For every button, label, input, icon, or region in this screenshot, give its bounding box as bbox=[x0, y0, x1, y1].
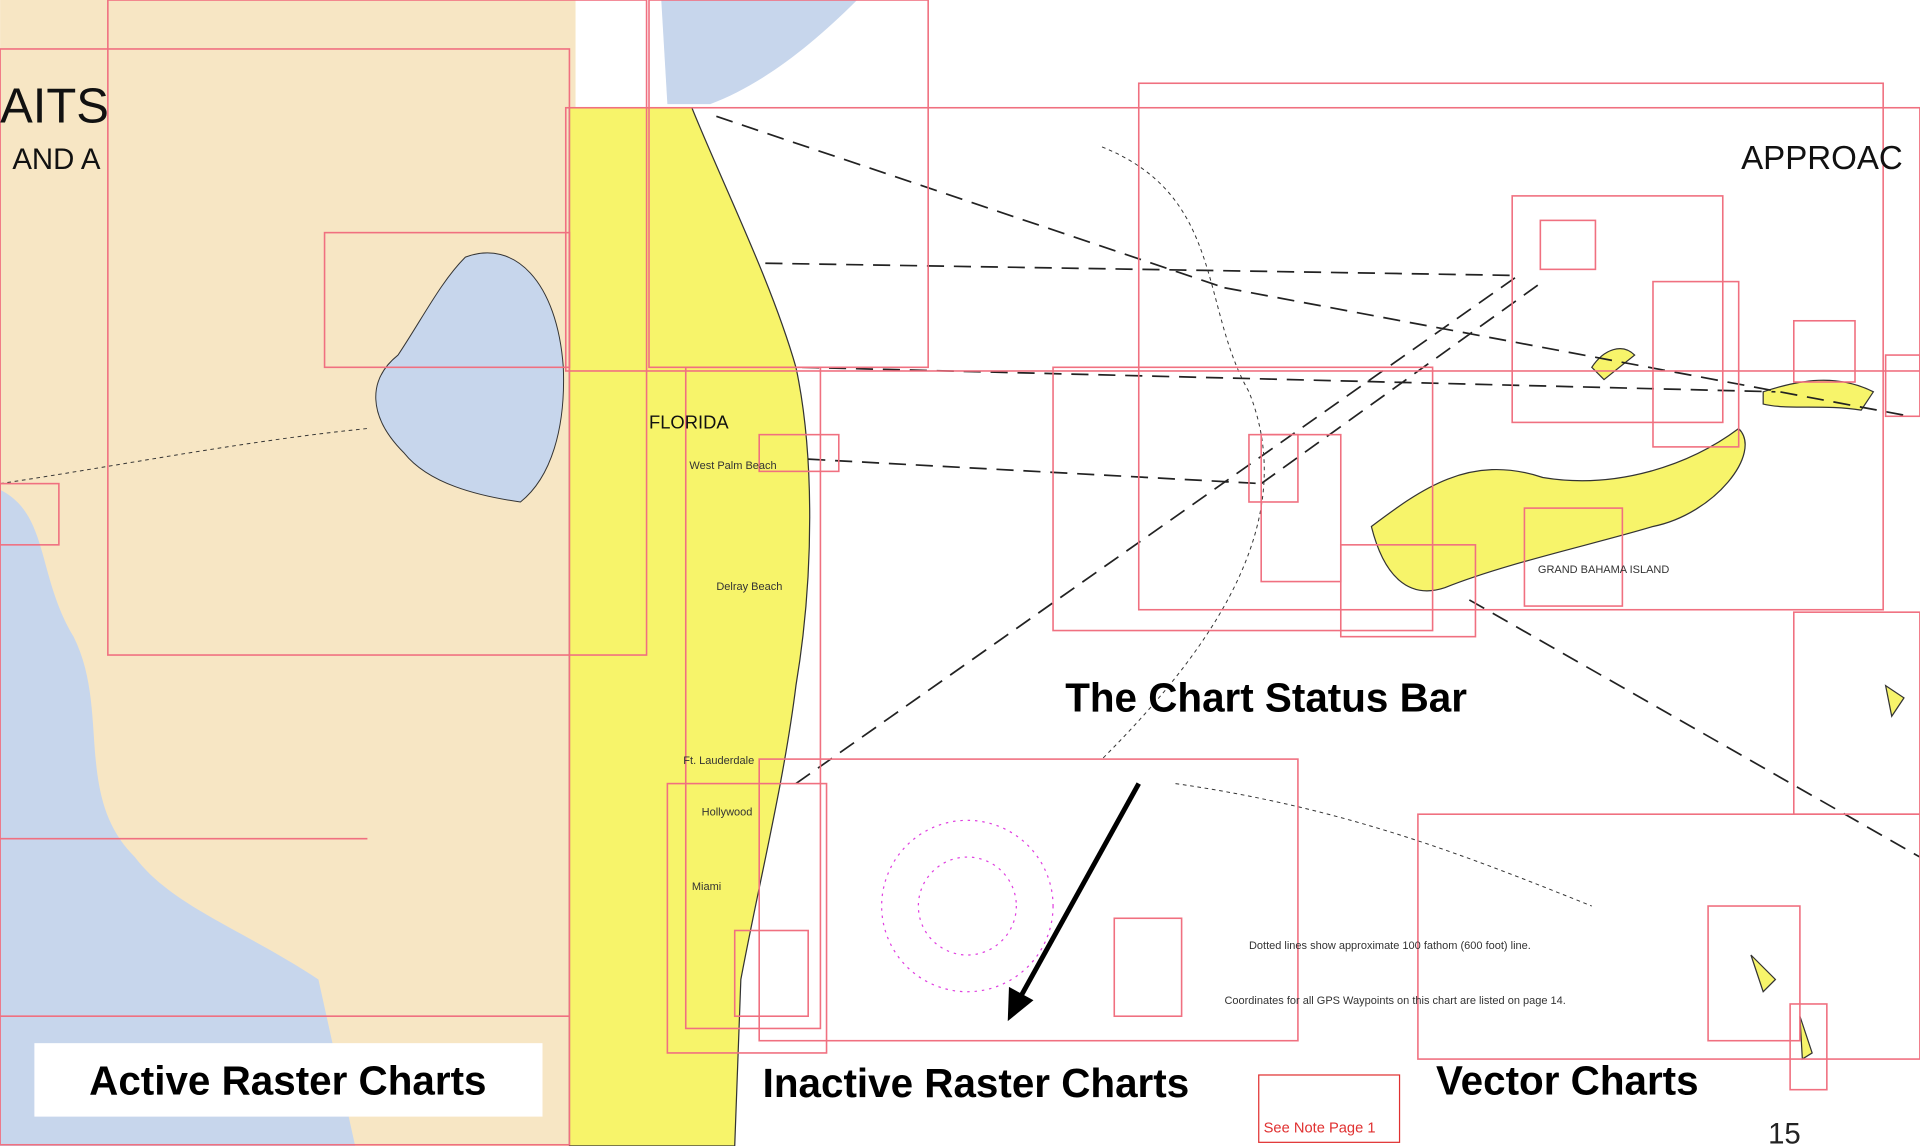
page-number: 15 bbox=[1768, 1118, 1801, 1146]
city-label: Delray Beach bbox=[716, 581, 782, 593]
city-label: Hollywood bbox=[702, 806, 753, 818]
city-label: Ft. Lauderdale bbox=[683, 755, 754, 767]
city-label: West Palm Beach bbox=[689, 460, 776, 472]
map-label: AND A bbox=[12, 143, 101, 176]
map-view: AITS AND A FLORIDA APPROAC West Palm Bea… bbox=[0, 0, 1920, 1146]
chart-note: See Note Page 1 bbox=[1264, 1121, 1376, 1137]
city-label: Miami bbox=[692, 881, 721, 893]
page: {"annotations":{"status_bar":"The Chart … bbox=[0, 0, 1920, 1146]
chart-note: Dotted lines show approximate 100 fathom… bbox=[1249, 940, 1531, 952]
map-label: APPROAC bbox=[1741, 140, 1903, 177]
annotation: The Chart Status Bar bbox=[1065, 674, 1467, 720]
map-label: AITS bbox=[0, 79, 109, 133]
annotation: Active Raster Charts bbox=[89, 1058, 486, 1104]
map-label: FLORIDA bbox=[649, 412, 729, 433]
island-label: GRAND BAHAMA ISLAND bbox=[1538, 564, 1669, 576]
annotation: Vector Charts bbox=[1436, 1058, 1699, 1104]
annotation: Inactive Raster Charts bbox=[763, 1060, 1190, 1106]
chart-note: Coordinates for all GPS Waypoints on thi… bbox=[1224, 995, 1565, 1007]
